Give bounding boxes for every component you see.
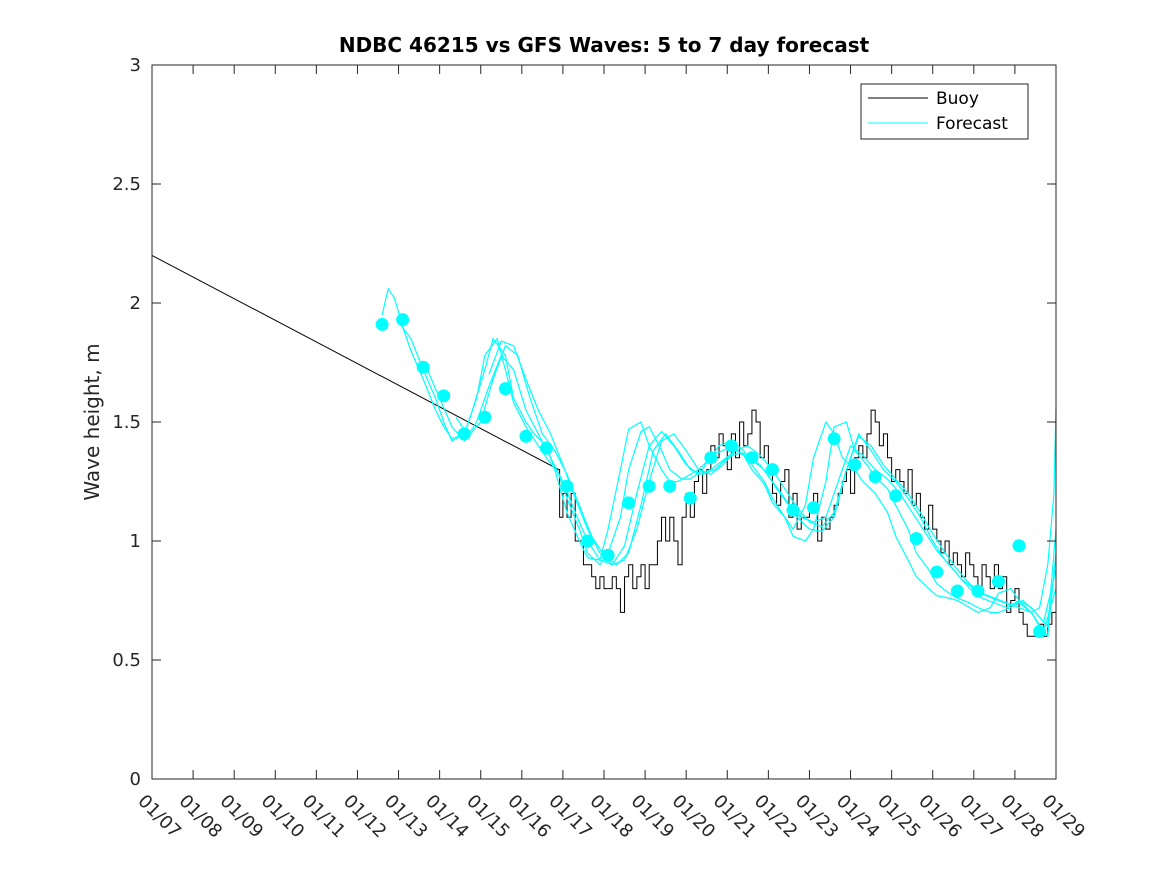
forecast-point — [827, 432, 841, 446]
forecast-point — [416, 360, 430, 374]
forecast-point — [642, 479, 656, 493]
forecast-run-line — [381, 287, 1057, 614]
forecast-point — [539, 441, 553, 455]
forecast-point — [745, 451, 759, 465]
forecast-point — [396, 313, 410, 327]
legend: Buoy Forecast — [860, 83, 1029, 140]
y-tick-label: 1.5 — [112, 412, 141, 433]
forecast-point — [683, 491, 697, 505]
forecast-point — [601, 548, 615, 562]
legend-box — [860, 83, 1029, 140]
forecast-point — [375, 317, 389, 331]
forecast-point — [478, 410, 492, 424]
chart-title: NDBC 46215 vs GFS Waves: 5 to 7 day fore… — [339, 33, 870, 57]
forecast-point — [868, 470, 882, 484]
forecast-point — [560, 479, 574, 493]
forecast-point — [909, 532, 923, 546]
y-tick-label: 3 — [130, 55, 141, 76]
forecast-point — [704, 451, 718, 465]
forecast-point — [889, 489, 903, 503]
forecast-point — [437, 389, 451, 403]
y-tick-label: 2.5 — [112, 174, 141, 195]
forecast-point — [581, 534, 595, 548]
forecast-point — [457, 427, 471, 441]
forecast-point — [807, 501, 821, 515]
forecast-point — [519, 429, 533, 443]
forecast-point — [765, 463, 779, 477]
forecast-point — [498, 382, 512, 396]
forecast-point — [848, 458, 862, 472]
forecast-point — [724, 439, 738, 453]
forecast-point — [663, 479, 677, 493]
legend-buoy-label: Buoy — [936, 89, 979, 109]
forecast-point — [786, 503, 800, 517]
forecast-point — [622, 496, 636, 510]
y-tick-label: 1 — [130, 531, 141, 552]
forecast-point — [971, 584, 985, 598]
forecast-run-line — [455, 344, 1057, 629]
plot-area — [152, 65, 1056, 779]
buoy-series-line — [151, 254, 1057, 637]
forecast-point — [1033, 624, 1047, 638]
forecast-point — [991, 574, 1005, 588]
y-tick-label: 2 — [130, 293, 141, 314]
forecast-point — [930, 565, 944, 579]
y-axis-label: Wave height, m — [80, 343, 104, 500]
forecast-point — [950, 584, 964, 598]
y-tick-label: 0.5 — [112, 650, 141, 671]
forecast-point — [1012, 539, 1026, 553]
y-tick-label: 0 — [130, 769, 141, 790]
legend-forecast-label: Forecast — [936, 114, 1008, 134]
